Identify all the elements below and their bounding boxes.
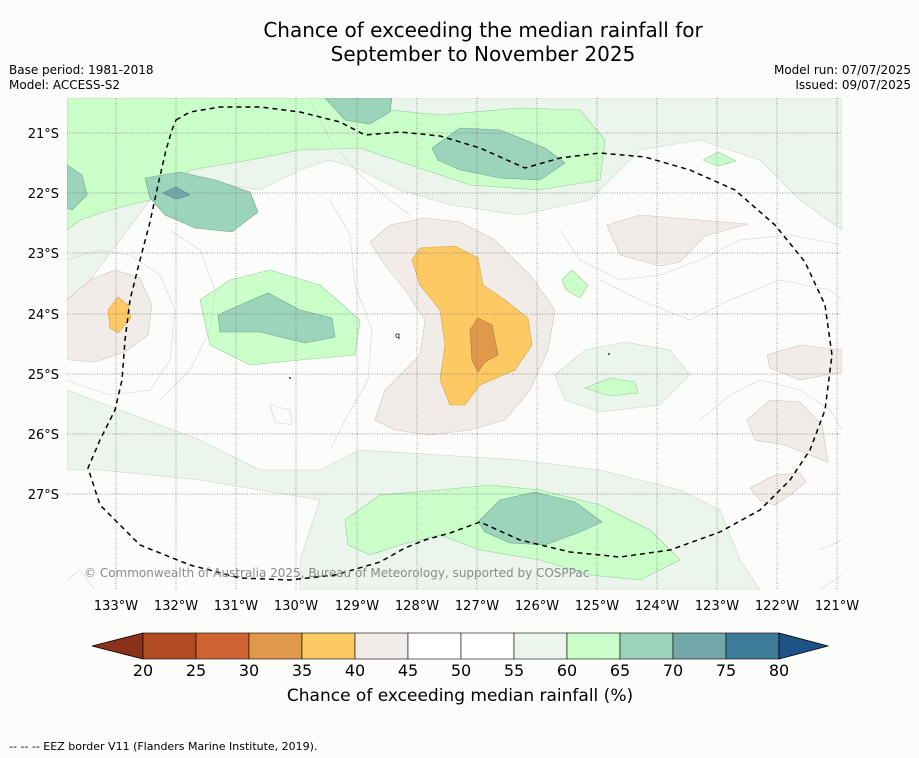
contour-35-40-west xyxy=(107,296,132,334)
contour-60-65-dot xyxy=(561,269,589,299)
lon-label-121w: 121°W xyxy=(815,599,859,614)
contour-dot-2 xyxy=(289,377,291,379)
contour-65-70-north-a xyxy=(324,98,393,125)
model-run: Model run: 07/07/2025 xyxy=(773,63,911,77)
colorbar-segment xyxy=(725,632,780,660)
colorbar-tick-label: 55 xyxy=(504,661,524,680)
lon-label-122w: 122°W xyxy=(755,599,799,614)
colorbar-segment xyxy=(672,632,727,660)
contour-dot xyxy=(608,353,610,355)
lat-label-21s: 21°S xyxy=(28,127,59,142)
colorbar-tick-label: 70 xyxy=(663,661,683,680)
colorbar-segment xyxy=(195,632,250,660)
colorbar-segment xyxy=(619,632,674,660)
colorbar-tick-label: 60 xyxy=(557,661,577,680)
contour-mark-q: q xyxy=(395,331,400,340)
colorbar-tick-label: 40 xyxy=(345,661,365,680)
lon-label-125w: 125°W xyxy=(575,599,619,614)
colorbar-segment xyxy=(566,632,621,660)
contour-lines xyxy=(67,99,842,590)
colorbar-tick-label: 75 xyxy=(716,661,736,680)
lon-label-126w: 126°W xyxy=(515,599,559,614)
lat-label-27s: 27°S xyxy=(28,488,59,503)
colorbar-tick-label: 65 xyxy=(610,661,630,680)
colorbar-segment xyxy=(354,632,409,660)
colorbar-segment xyxy=(460,632,515,660)
lat-label-23s: 23°S xyxy=(28,247,59,262)
lon-label-132w: 132°W xyxy=(154,599,198,614)
lon-labels: 133°W 132°W 131°W 130°W 129°W 128°W 127°… xyxy=(94,599,859,614)
contour-40-45-southeast xyxy=(746,399,829,463)
colorbar-tick-label: 50 xyxy=(451,661,471,680)
contour-60-65-east xyxy=(584,377,639,397)
lon-label-124w: 124°W xyxy=(635,599,679,614)
colorbar-tick-label: 80 xyxy=(769,661,789,680)
contour-40-45-se2 xyxy=(749,472,807,506)
lat-label-22s: 22°S xyxy=(28,187,59,202)
base-period: Base period: 1981-2018 xyxy=(9,63,154,77)
colorbar-extend-low xyxy=(91,632,144,660)
lon-label-123w: 123°W xyxy=(695,599,739,614)
colorbar-segment xyxy=(301,632,356,660)
lat-labels: 21°S 22°S 23°S 24°S 25°S 26°S 27°S xyxy=(28,127,59,503)
title-line-2: September to November 2025 xyxy=(330,42,636,66)
lat-label-26s: 26°S xyxy=(28,428,59,443)
lon-label-133w: 133°W xyxy=(94,599,138,614)
graticule xyxy=(67,98,842,590)
colorbar-tick-label: 20 xyxy=(133,661,153,680)
contour-70-75 xyxy=(162,186,191,200)
colorbar-tick-label: 25 xyxy=(186,661,206,680)
colorbar-tick-label: 35 xyxy=(292,661,312,680)
lon-label-130w: 130°W xyxy=(274,599,318,614)
colorbar-segment xyxy=(248,632,303,660)
eez-legend: -- -- -- EEZ border V11 (Flanders Marine… xyxy=(9,740,318,753)
contour-65-70-edge xyxy=(67,164,88,211)
contour-65-70-north-b xyxy=(431,127,566,181)
meta-left: Base period: 1981-2018 Model: ACCESS-S2 xyxy=(9,63,154,93)
issued-date: Issued: 09/07/2025 xyxy=(795,78,911,92)
lon-label-129w: 129°W xyxy=(335,599,379,614)
contour-35-40-central xyxy=(411,245,533,406)
lon-label-128w: 128°W xyxy=(395,599,439,614)
lat-label-25s: 25°S xyxy=(28,368,59,383)
colorbar-extend-high xyxy=(778,632,830,660)
colorbar-title: Chance of exceeding median rainfall (%) xyxy=(286,686,634,706)
contour-60-65-small xyxy=(702,151,737,167)
lon-label-131w: 131°W xyxy=(214,599,258,614)
colorbar-segment xyxy=(142,632,197,660)
eez-border xyxy=(87,106,833,581)
contour-65-70-west xyxy=(144,171,259,233)
contour-65-70-mid xyxy=(217,292,336,344)
model-name: Model: ACCESS-S2 xyxy=(9,78,121,92)
contour-55-60-east xyxy=(554,341,691,413)
colorbar: 20 25 30 35 40 45 50 55 60 65 70 75 80 xyxy=(91,632,830,680)
lat-label-24s: 24°S xyxy=(28,308,59,323)
colorbar-tick-label: 30 xyxy=(239,661,259,680)
title-line-1: Chance of exceeding the median rainfall … xyxy=(263,18,703,42)
colorbar-tick-label: 45 xyxy=(398,661,418,680)
colorbar-segment xyxy=(407,632,462,660)
map-plot-area: q © Commonwealth of Australia 2025, Bure… xyxy=(67,98,842,590)
contour-65-70-south xyxy=(477,491,603,546)
copyright-text: © Commonwealth of Australia 2025, Bureau… xyxy=(84,566,589,580)
colorbar-segment xyxy=(513,632,568,660)
map-title: Chance of exceeding the median rainfall … xyxy=(0,18,919,66)
meta-right: Model run: 07/07/2025 Issued: 09/07/2025 xyxy=(774,63,911,93)
contour-40-45-east xyxy=(766,344,842,381)
lon-label-127w: 127°W xyxy=(455,599,499,614)
